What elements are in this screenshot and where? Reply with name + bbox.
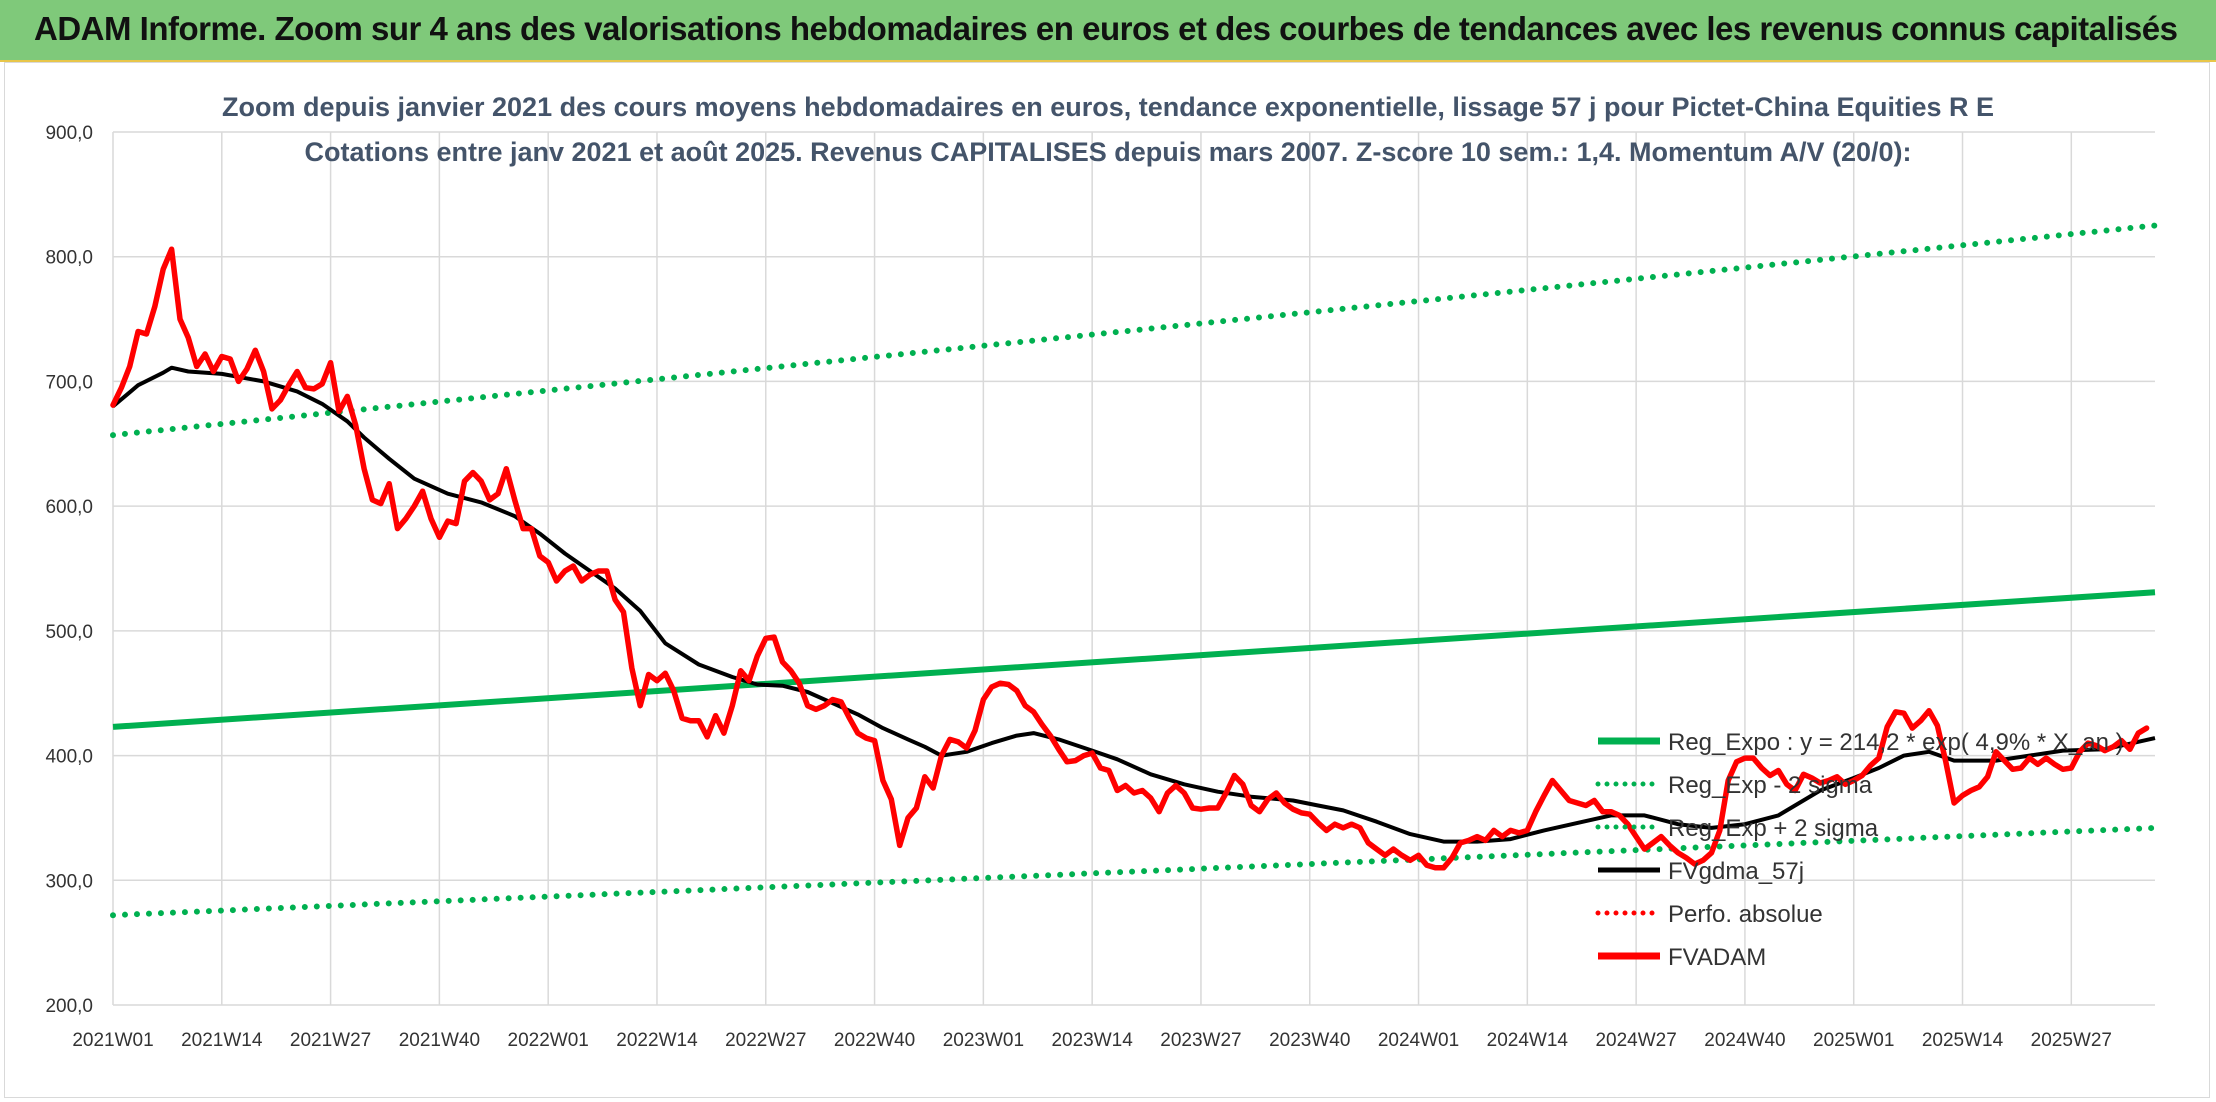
- x-tick-label: 2022W01: [508, 1030, 589, 1051]
- y-tick-label: 400,0: [45, 747, 93, 768]
- y-tick-label: 200,0: [45, 996, 93, 1017]
- x-tick-label: 2024W01: [1378, 1030, 1459, 1051]
- legend-label: Reg_Exp + 2 sigma: [1668, 815, 1879, 842]
- chart-subtitle-line-2: Cotations entre janv 2021 et août 2025. …: [304, 137, 1911, 167]
- series-lower-line: [110, 824, 2158, 919]
- x-tick-label: 2025W27: [2031, 1030, 2112, 1051]
- y-tick-label: 300,0: [45, 871, 93, 892]
- chart-subtitle-line-1: Zoom depuis janvier 2021 des cours moyen…: [222, 92, 1994, 122]
- x-tick-label: 2022W40: [834, 1030, 915, 1051]
- banner-accent: [2198, 60, 2204, 62]
- legend-label: Reg_Expo : y = 214,2 * exp( 4,9% * X_an …: [1668, 729, 2124, 756]
- y-tick-label: 600,0: [45, 497, 93, 518]
- x-tick-label: 2021W01: [72, 1030, 153, 1051]
- x-tick-label: 2021W27: [290, 1030, 371, 1051]
- legend: Reg_Expo : y = 214,2 * exp( 4,9% * X_an …: [1595, 729, 2124, 971]
- y-tick-label: 900,0: [45, 123, 93, 144]
- x-tick-label: 2021W14: [181, 1030, 263, 1051]
- grid-lines: [112, 131, 2155, 1006]
- x-tick-label: 2022W14: [616, 1030, 698, 1051]
- legend-label: FVADAM: [1668, 944, 1766, 971]
- series-trend-line: [112, 589, 2156, 730]
- y-tick-label: 500,0: [45, 622, 93, 643]
- chart-frame: [4, 62, 2210, 1098]
- series-lines: [110, 222, 2158, 919]
- x-tick-label: 2023W14: [1051, 1030, 1133, 1051]
- x-tick-label: 2021W40: [399, 1030, 480, 1051]
- legend-label: FVgdma_57j: [1668, 858, 1804, 885]
- report-title: ADAM Informe. Zoom sur 4 ans des valoris…: [34, 10, 2178, 47]
- y-tick-label: 700,0: [45, 372, 93, 393]
- y-tick-label: 800,0: [45, 248, 93, 269]
- series-price-line: [110, 246, 2150, 871]
- legend-label: Perfo. absolue: [1668, 901, 1823, 928]
- report-banner: ADAM Informe. Zoom sur 4 ans des valoris…: [0, 0, 2216, 62]
- series-smooth-line: [111, 365, 2156, 844]
- y-axis-ticks: 200,0 300,0 400,0 500,0 600,0 700,0 800,0 900,0: [45, 123, 93, 1017]
- legend-label: Reg_Exp - 2 sigma: [1668, 772, 1873, 799]
- x-tick-label: 2025W01: [1813, 1030, 1894, 1051]
- x-tick-label: 2023W40: [1269, 1030, 1350, 1051]
- x-axis-ticks: 2021W01 2021W14 2021W27 2021W40 2022W01 2022W…: [72, 1030, 2112, 1051]
- x-tick-label: 2023W01: [943, 1030, 1024, 1051]
- x-tick-label: 2024W40: [1704, 1030, 1785, 1051]
- x-tick-label: 2024W14: [1487, 1030, 1569, 1051]
- x-tick-label: 2024W27: [1595, 1030, 1676, 1051]
- x-tick-label: 2025W14: [1922, 1030, 2004, 1051]
- x-tick-label: 2022W27: [725, 1030, 806, 1051]
- x-tick-label: 2023W27: [1160, 1030, 1241, 1051]
